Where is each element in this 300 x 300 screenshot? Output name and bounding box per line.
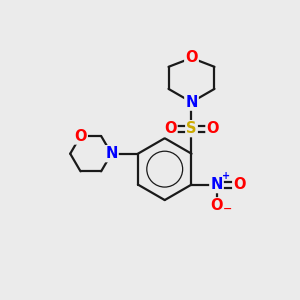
Text: O: O bbox=[164, 121, 176, 136]
Text: N: N bbox=[185, 95, 198, 110]
Text: N: N bbox=[210, 177, 223, 192]
Text: O: O bbox=[185, 50, 198, 65]
Text: O: O bbox=[206, 121, 219, 136]
Text: O: O bbox=[74, 128, 87, 143]
Text: −: − bbox=[222, 204, 232, 214]
Text: O: O bbox=[210, 198, 223, 213]
Text: S: S bbox=[186, 121, 197, 136]
Text: O: O bbox=[233, 177, 246, 192]
Text: N: N bbox=[105, 146, 118, 161]
Text: +: + bbox=[222, 171, 230, 181]
